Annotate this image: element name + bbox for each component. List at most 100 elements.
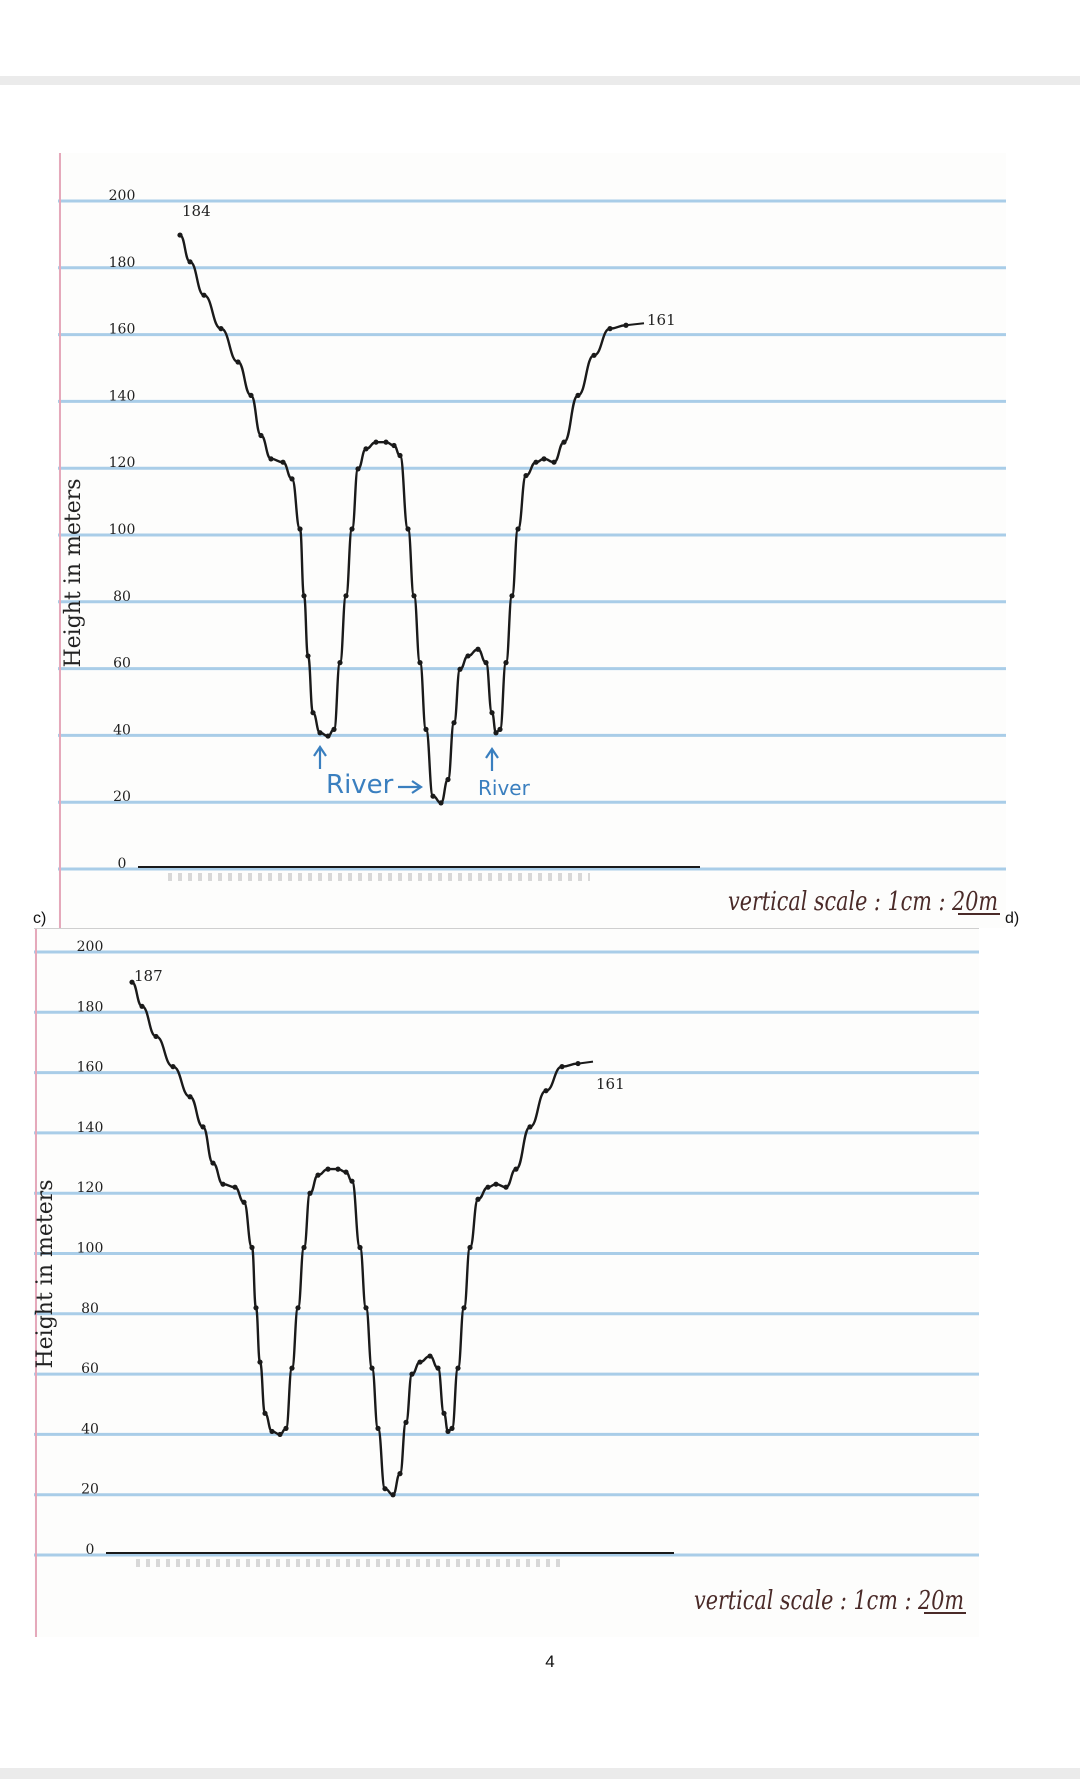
y-tick-label: 200 (77, 939, 104, 955)
end-label-leader (625, 322, 645, 327)
profile-point (527, 1124, 533, 1130)
profile-point (513, 1166, 519, 1172)
profile-point (355, 466, 361, 472)
profile-point (457, 666, 463, 672)
profile-point (289, 1365, 295, 1371)
profile-point (497, 726, 503, 733)
profile-point (591, 352, 597, 358)
profile-point (445, 1428, 451, 1435)
profile-point (269, 1428, 275, 1435)
profile-point (503, 1184, 509, 1190)
y-tick-label: 20 (81, 1482, 99, 1498)
profile-point (200, 1124, 206, 1130)
profile-point (295, 1305, 301, 1311)
profile-point (129, 979, 135, 985)
bottom-bar (0, 1768, 1080, 1779)
height-profile-chart-c: 0 20 40 60 80 100 120 140 160 180 200 Height in met… (58, 153, 1006, 928)
y-tick-label: 100 (109, 522, 136, 538)
end-height-label: 161 (647, 311, 676, 329)
y-tick-label: 160 (109, 322, 136, 338)
figure-label-d: d) (1005, 910, 1020, 927)
profile-point (257, 1359, 263, 1365)
profile-point (310, 710, 316, 716)
profile-point (403, 1419, 409, 1425)
profile-point (382, 1486, 388, 1492)
profile-point (561, 439, 567, 445)
figure-label-c: c) (33, 910, 47, 927)
profile-point (201, 292, 207, 298)
profile-point (551, 459, 557, 465)
y-tick-label: 0 (118, 856, 127, 872)
profile-point (390, 1492, 396, 1498)
profile-point (325, 1166, 331, 1172)
profile-point (139, 1003, 145, 1009)
profile-point (485, 1184, 491, 1190)
profile-point (177, 232, 183, 238)
profile-point (509, 593, 515, 599)
graph-panel-d: 0 20 40 60 80 100 120 140 160 180 200 Height in met… (34, 928, 979, 1637)
profile-point (523, 472, 529, 479)
profile-point (325, 733, 331, 739)
y-tick-label: 160 (77, 1060, 104, 1076)
profile-point (343, 1169, 349, 1175)
profile-point (363, 1305, 369, 1311)
profile-point (397, 1471, 403, 1477)
profile-point (467, 1244, 473, 1251)
profile-point (187, 259, 193, 265)
y-tick-label: 60 (81, 1361, 99, 1377)
profile-point (515, 526, 521, 532)
profile-point (575, 392, 581, 398)
profile-point (575, 1060, 581, 1067)
height-profile-chart-d: 0 20 40 60 80 100 120 140 160 180 200 Height in met… (34, 929, 979, 1637)
profile-point (483, 660, 489, 666)
vertical-scale-note: vertical scale : 1cm : 20m (694, 1586, 964, 1616)
profile-point (315, 1172, 321, 1178)
profile-point (218, 326, 224, 332)
profile-point (559, 1064, 565, 1070)
profile-point (280, 459, 286, 465)
profile-point (607, 326, 613, 332)
river-arrow-head (313, 745, 327, 757)
profile-point (305, 653, 311, 659)
profile-point (417, 660, 423, 666)
y-tick-label: 100 (77, 1241, 104, 1257)
profile-point (249, 1244, 255, 1251)
profile-point (383, 439, 389, 445)
y-tick-label: 140 (77, 1120, 104, 1136)
profile-point (438, 800, 444, 806)
profile-point (301, 1244, 307, 1251)
river-arrow-head (411, 780, 423, 794)
vertical-scale-note: vertical scale : 1cm : 20m (728, 887, 998, 917)
profile-point (262, 1410, 268, 1416)
profile-point (369, 1365, 375, 1371)
profile-point (297, 526, 303, 532)
y-tick-label: 80 (81, 1301, 99, 1317)
profile-point (349, 1178, 355, 1184)
profile-point (441, 1410, 447, 1416)
profile-point (430, 793, 436, 799)
profile-point (541, 456, 547, 462)
profile-point (445, 776, 451, 783)
profile-point (493, 730, 499, 736)
profile-point (349, 526, 355, 532)
profile-point (475, 646, 481, 652)
profile-point (241, 1199, 247, 1205)
profile-point (210, 1160, 216, 1166)
start-height-label: 187 (134, 967, 163, 985)
y-tick-label: 120 (77, 1180, 104, 1196)
profile-point (248, 392, 254, 398)
y-tick-label: 20 (113, 789, 131, 805)
river-annotation: River (478, 776, 531, 800)
y-tick-label: 120 (109, 455, 136, 471)
y-tick-label: 180 (109, 255, 136, 271)
y-tick-label: 140 (109, 388, 136, 404)
profile-point (475, 1196, 481, 1202)
profile-point (449, 1425, 455, 1431)
profile-point (268, 456, 274, 462)
profile-point (493, 1181, 499, 1187)
graph-panel-c: 0 20 40 60 80 100 120 140 160 180 200 Height in met… (58, 153, 1006, 928)
end-height-label: 161 (596, 1075, 625, 1093)
profile-line (130, 980, 580, 1496)
profile-point (427, 1353, 433, 1359)
profile-point (343, 593, 349, 599)
